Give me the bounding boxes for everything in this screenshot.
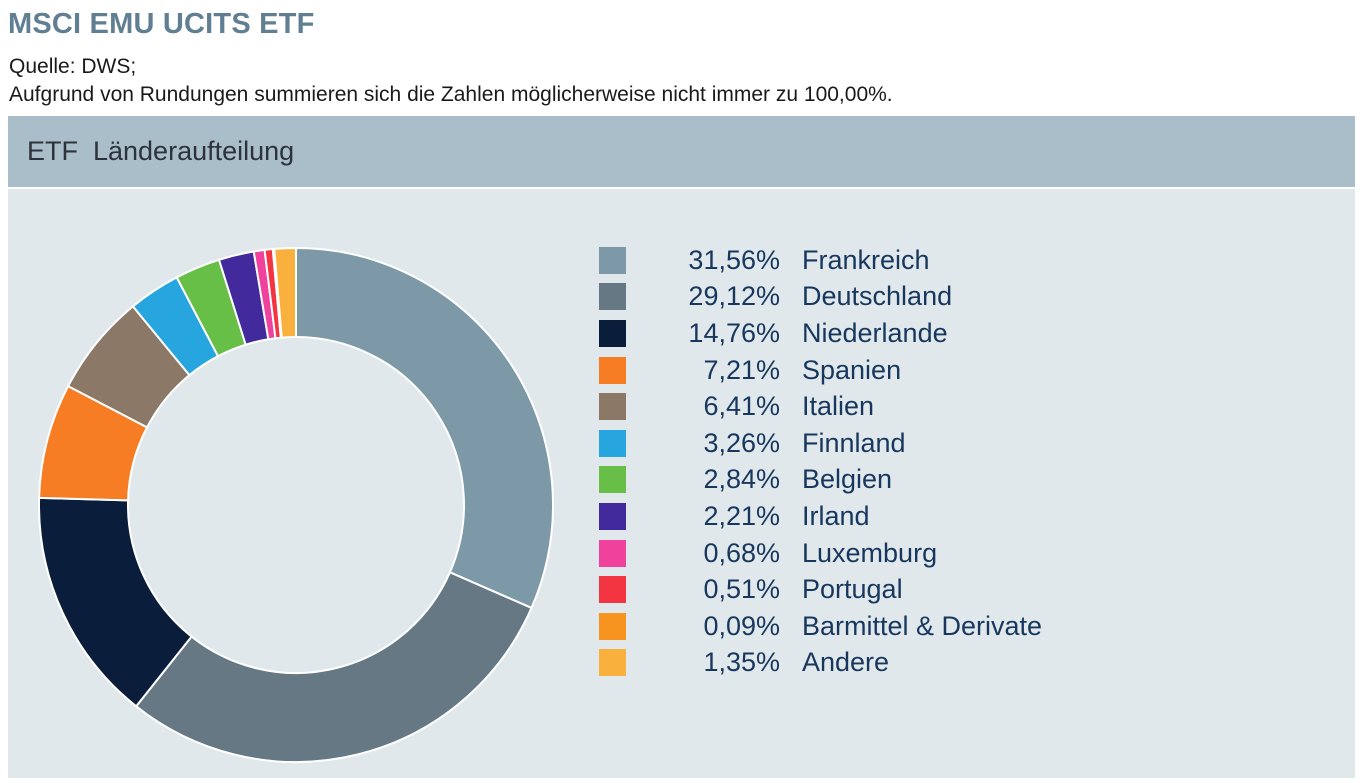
legend-country-label: Finnland bbox=[802, 427, 906, 458]
legend-swatch bbox=[599, 612, 626, 640]
legend-country-label: Italien bbox=[802, 391, 875, 422]
legend-swatch bbox=[599, 576, 626, 604]
legend-country-label: Andere bbox=[802, 647, 890, 678]
section-header-title: ETF Länderaufteilung bbox=[27, 136, 295, 166]
rounding-note: Aufgrund von Rundungen summieren sich di… bbox=[9, 83, 893, 106]
section-header-bar: ETF Länderaufteilung bbox=[8, 116, 1355, 187]
page-title: MSCI EMU UCITS ETF bbox=[8, 8, 315, 40]
legend-row: 29,12% Deutschland bbox=[599, 279, 1042, 316]
legend-country-label: Deutschland bbox=[802, 281, 953, 312]
legend-swatch bbox=[599, 393, 626, 421]
donut-slice-andere bbox=[273, 246, 297, 339]
donut-chart bbox=[38, 246, 555, 763]
legend-row: 14,76% Niederlande bbox=[599, 315, 1042, 352]
legend-swatch bbox=[599, 356, 626, 384]
legend-country-label: Frankreich bbox=[802, 244, 930, 275]
legend-row: 6,41% Italien bbox=[599, 388, 1042, 425]
legend-percentage: 31,56% bbox=[688, 244, 780, 275]
legend-row: 2,21% Irland bbox=[599, 498, 1042, 535]
legend-swatch bbox=[599, 649, 626, 677]
legend-country-label: Belgien bbox=[802, 464, 893, 495]
legend-swatch bbox=[599, 429, 626, 457]
legend-country-label: Luxemburg bbox=[802, 537, 938, 568]
legend-percentage: 2,21% bbox=[703, 500, 780, 531]
legend-percentage: 7,21% bbox=[703, 354, 780, 385]
legend-percentage: 0,51% bbox=[703, 574, 780, 605]
legend-row: 3,26% Finnland bbox=[599, 425, 1042, 462]
legend-row: 31,56% Frankreich bbox=[599, 242, 1042, 279]
legend-swatch bbox=[599, 246, 626, 274]
legend-percentage: 14,76% bbox=[688, 317, 780, 348]
legend-percentage: 29,12% bbox=[688, 281, 780, 312]
legend-row: 7,21% Spanien bbox=[599, 352, 1042, 389]
legend-swatch bbox=[599, 502, 626, 530]
legend-percentage: 1,35% bbox=[703, 647, 780, 678]
legend-row: 0,51% Portugal bbox=[599, 571, 1042, 608]
legend-swatch bbox=[599, 283, 626, 311]
legend-percentage: 2,84% bbox=[703, 464, 780, 495]
donut-slice-deutschland bbox=[135, 571, 533, 763]
legend-country-label: Barmittel & Derivate bbox=[802, 610, 1043, 641]
legend-row: 2,84% Belgien bbox=[599, 462, 1042, 499]
legend-country-label: Spanien bbox=[802, 354, 902, 385]
legend-percentage: 0,09% bbox=[703, 610, 780, 641]
legend-row: 0,68% Luxemburg bbox=[599, 535, 1042, 572]
country-allocation-panel: 31,56% Frankreich 29,12% Deutschland 14,… bbox=[8, 189, 1355, 778]
donut-slice-frankreich bbox=[295, 247, 555, 609]
chart-legend: 31,56% Frankreich 29,12% Deutschland 14,… bbox=[599, 242, 1042, 681]
legend-row: 0,09% Barmittel & Derivate bbox=[599, 608, 1042, 645]
legend-percentage: 0,68% bbox=[703, 537, 780, 568]
legend-country-label: Niederlande bbox=[802, 317, 948, 348]
legend-country-label: Portugal bbox=[802, 574, 903, 605]
legend-swatch bbox=[599, 319, 626, 347]
legend-swatch bbox=[599, 539, 626, 567]
legend-row: 1,35% Andere bbox=[599, 645, 1042, 682]
legend-country-label: Irland bbox=[802, 500, 870, 531]
legend-percentage: 3,26% bbox=[703, 427, 780, 458]
legend-swatch bbox=[599, 466, 626, 494]
legend-percentage: 6,41% bbox=[703, 391, 780, 422]
source-line: Quelle: DWS; bbox=[9, 55, 137, 78]
